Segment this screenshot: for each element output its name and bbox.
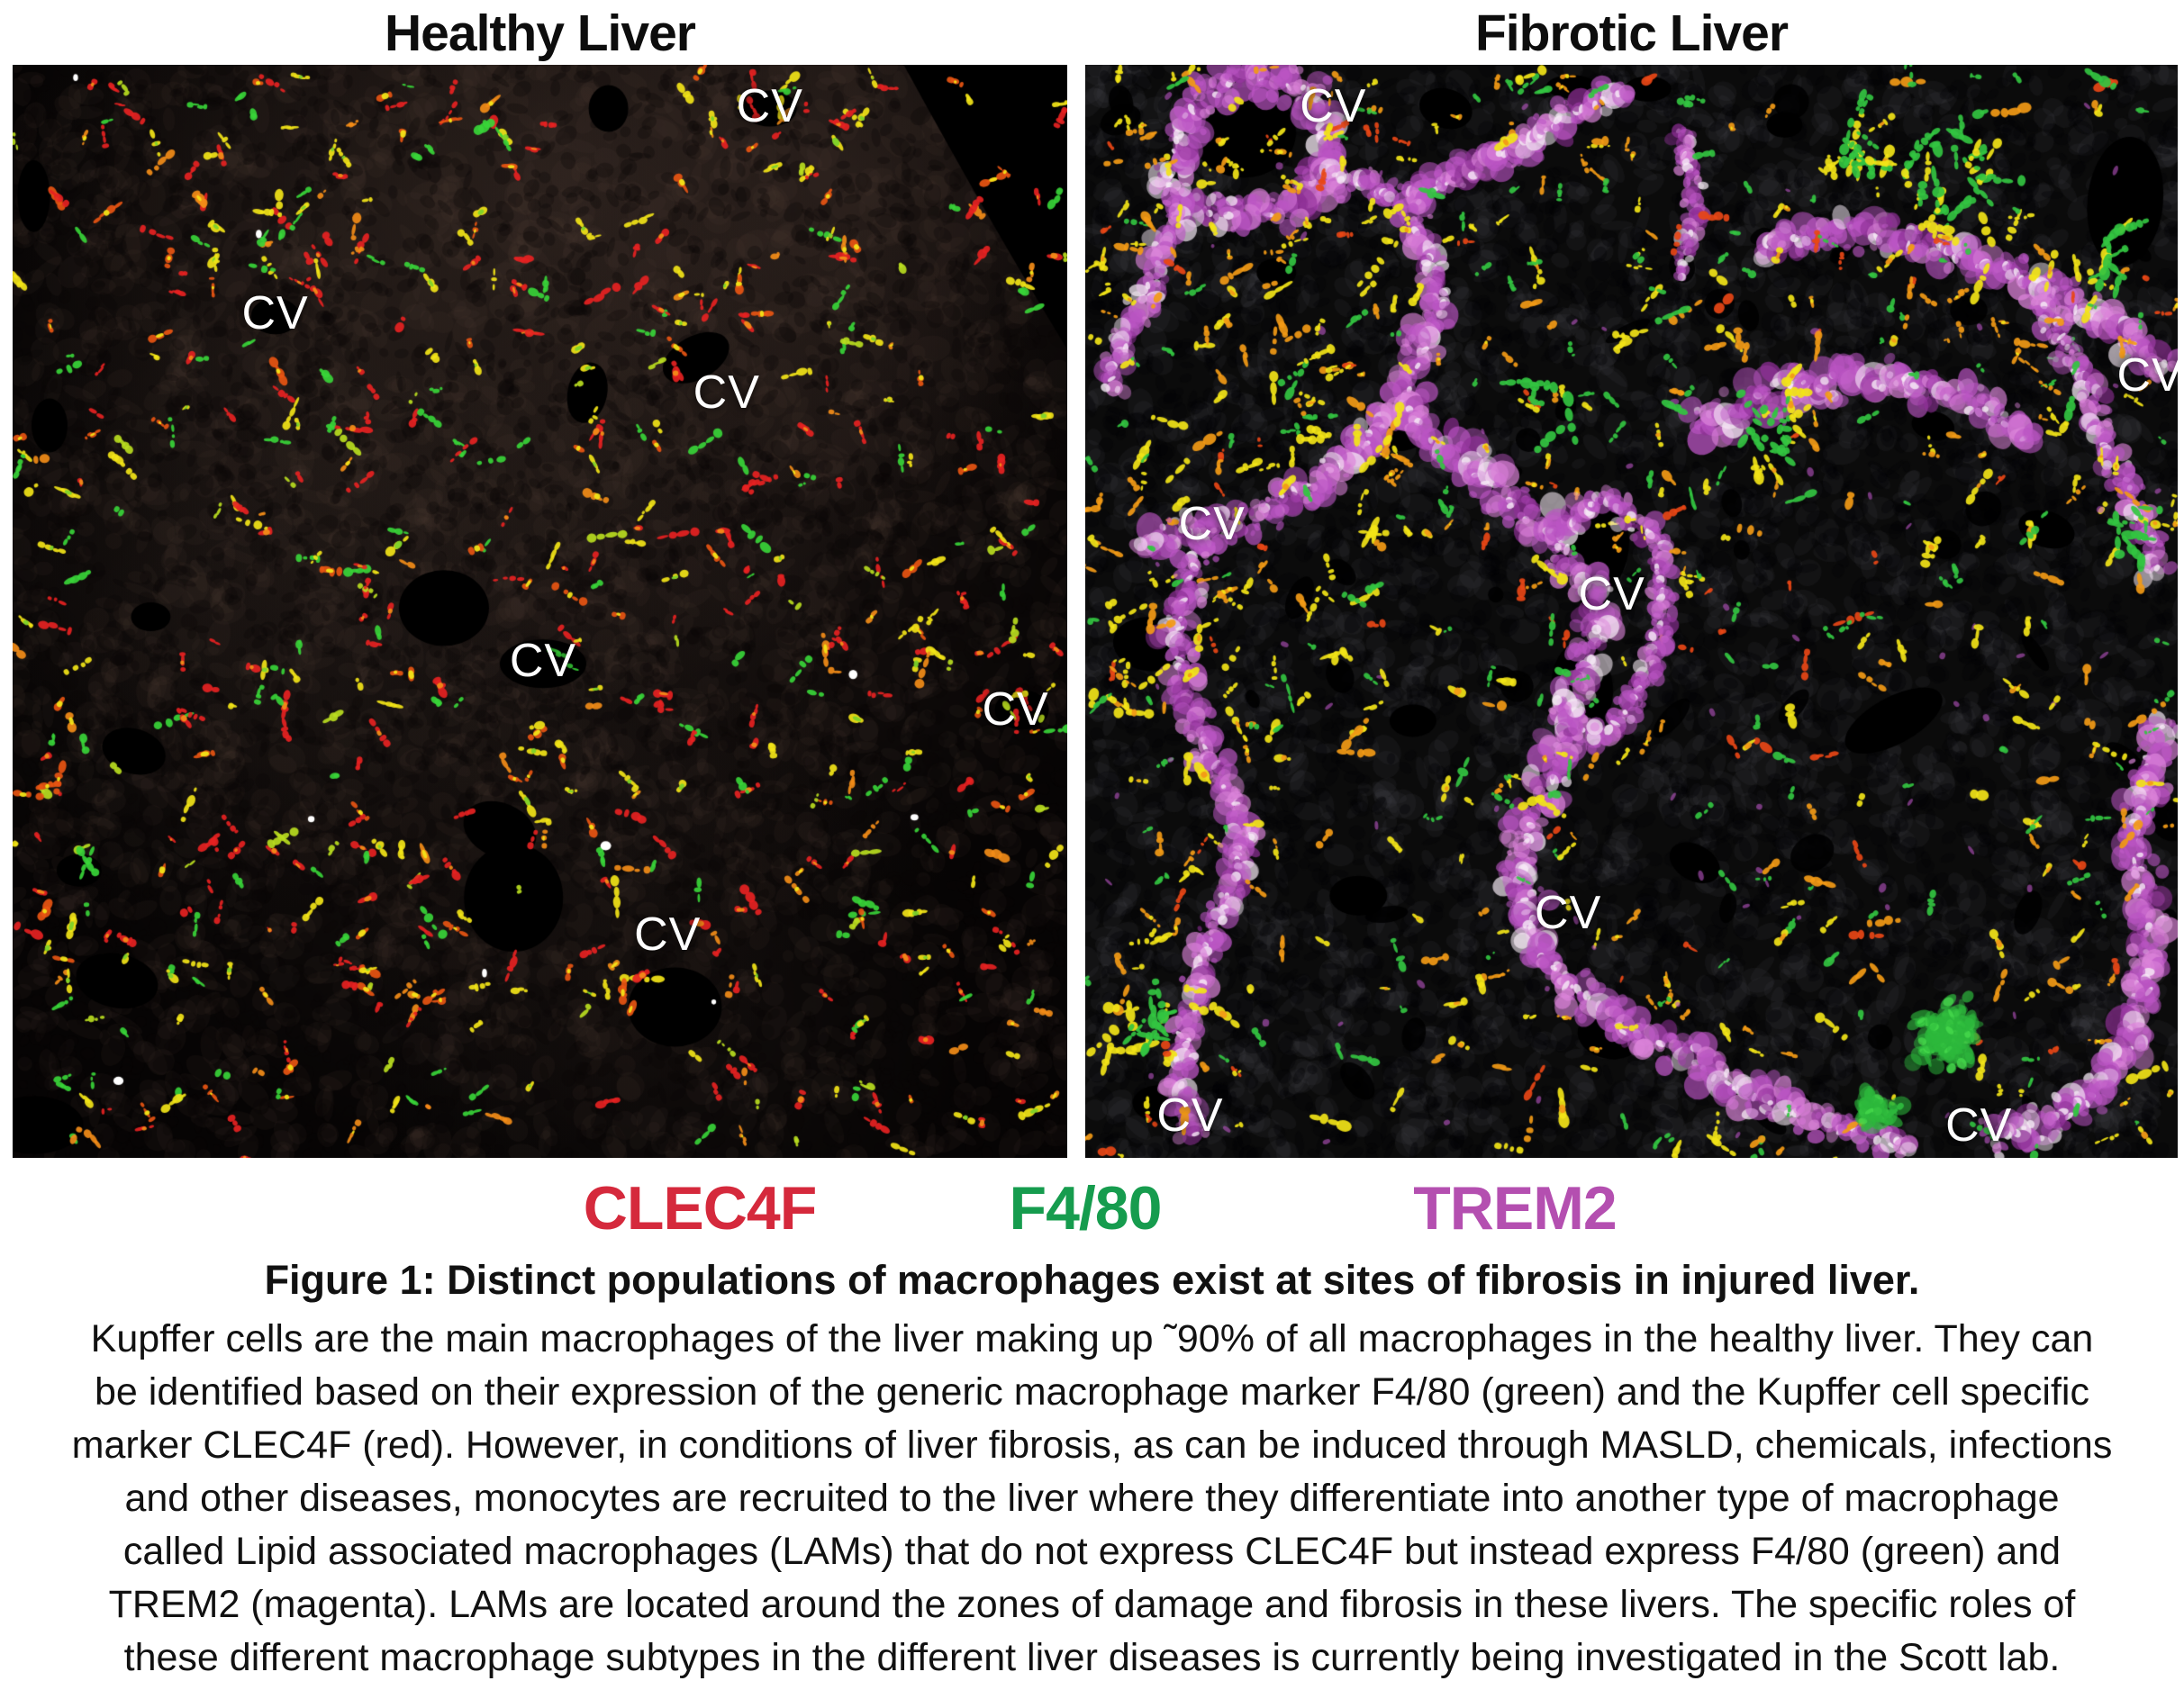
healthy-liver-canvas	[13, 65, 1067, 1158]
cv-central-vein-label: CV	[241, 286, 309, 339]
cv-central-vein-label: CV	[1535, 887, 1602, 940]
cv-central-vein-label: CV	[1178, 497, 1246, 550]
caption-line: marker CLEC4F (red). However, in conditi…	[71, 1423, 2113, 1467]
legend-clec4f: CLEC4F	[583, 1174, 817, 1243]
fibrotic-liver-canvas	[1085, 65, 2178, 1158]
legend-trem2: TREM2	[1413, 1174, 1617, 1243]
cv-central-vein-label: CV	[509, 634, 577, 687]
cv-central-vein-label: CV	[2116, 348, 2178, 402]
cv-central-vein-label: CV	[693, 366, 760, 420]
cv-central-vein-label: CV	[634, 908, 702, 962]
caption-line: called Lipid associated macrophages (LAM…	[122, 1530, 2062, 1573]
cv-central-vein-label: CV	[1578, 567, 1645, 620]
caption-line: Kupffer cells are the main macrophages o…	[90, 1317, 2094, 1360]
cv-central-vein-label: CV	[1156, 1089, 1224, 1142]
caption-line: these different macrophage subtypes in t…	[123, 1636, 2061, 1679]
caption-line: TREM2 (magenta). LAMs are located around…	[108, 1583, 2076, 1626]
cv-central-vein-label: CV	[1300, 80, 1367, 133]
legend-f480: F4/80	[1009, 1174, 1163, 1243]
panel-title-healthy-liver: Healthy Liver	[385, 5, 696, 62]
healthy-liver-micrograph: CV CV CV CV CV CV	[13, 65, 1067, 1158]
caption-line: be identified based on their expression …	[95, 1370, 2089, 1414]
caption-line: and other diseases, monocytes are recrui…	[124, 1477, 2060, 1520]
cv-central-vein-label: CV	[736, 80, 803, 133]
cv-central-vein-label: CV	[982, 683, 1049, 737]
figure-caption-body: Kupffer cells are the main macrophages o…	[0, 1313, 2184, 1685]
panel-title-fibrotic-liver: Fibrotic Liver	[1474, 5, 1789, 62]
fibrotic-liver-micrograph: CV CV CV CV CV CV CV	[1085, 65, 2178, 1158]
cv-central-vein-label: CV	[1945, 1098, 2013, 1152]
figure-caption-title: Figure 1: Distinct populations of macrop…	[264, 1257, 1920, 1303]
